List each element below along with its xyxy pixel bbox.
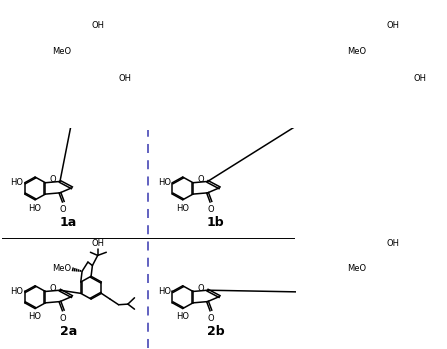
Text: MeO: MeO xyxy=(52,47,72,56)
Text: HO: HO xyxy=(176,312,189,321)
Text: HO: HO xyxy=(176,203,189,213)
Text: MeO: MeO xyxy=(52,264,72,273)
Text: O: O xyxy=(207,314,214,322)
Text: MeO: MeO xyxy=(348,264,367,273)
Text: 2b: 2b xyxy=(207,325,225,338)
Text: MeO: MeO xyxy=(348,47,367,56)
Text: O: O xyxy=(197,175,204,184)
Text: O: O xyxy=(207,205,214,214)
Text: HO: HO xyxy=(158,178,171,187)
Polygon shape xyxy=(368,268,377,271)
Text: O: O xyxy=(49,175,56,184)
Text: HO: HO xyxy=(10,178,23,187)
Text: O: O xyxy=(49,284,56,293)
Text: OH: OH xyxy=(414,74,427,83)
Text: 1a: 1a xyxy=(59,216,77,229)
Text: 2a: 2a xyxy=(59,325,77,338)
Text: 1b: 1b xyxy=(207,216,225,229)
Text: HO: HO xyxy=(158,287,171,296)
Text: HO: HO xyxy=(29,312,42,321)
Text: O: O xyxy=(197,284,204,293)
Text: OH: OH xyxy=(387,21,400,30)
Polygon shape xyxy=(368,51,377,54)
Text: OH: OH xyxy=(91,239,104,248)
Text: HO: HO xyxy=(29,203,42,213)
Text: OH: OH xyxy=(91,21,104,30)
Text: O: O xyxy=(60,314,67,322)
Text: OH: OH xyxy=(387,239,400,248)
Text: O: O xyxy=(60,205,67,214)
Text: OH: OH xyxy=(118,74,131,83)
Polygon shape xyxy=(109,77,118,82)
Text: HO: HO xyxy=(10,287,23,296)
